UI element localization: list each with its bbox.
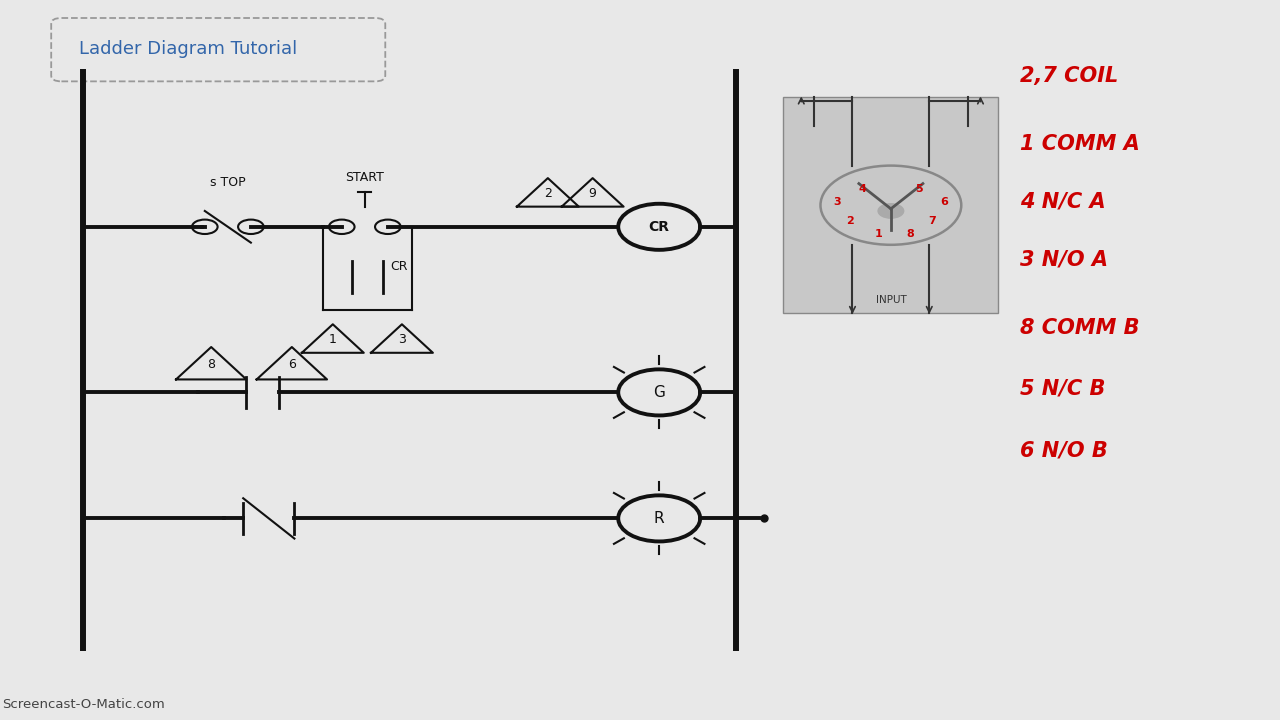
Text: 5 N/C B: 5 N/C B xyxy=(1020,379,1106,399)
Text: 2,7 COIL: 2,7 COIL xyxy=(1020,66,1119,86)
Text: R: R xyxy=(654,511,664,526)
Text: 8 COMM B: 8 COMM B xyxy=(1020,318,1139,338)
Text: s TOP: s TOP xyxy=(210,176,246,189)
Text: Ladder Diagram Tutorial: Ladder Diagram Tutorial xyxy=(79,40,298,58)
Text: 1 COMM A: 1 COMM A xyxy=(1020,134,1140,154)
FancyBboxPatch shape xyxy=(51,18,385,81)
Text: CR: CR xyxy=(649,220,669,234)
Text: INPUT: INPUT xyxy=(876,295,906,305)
Text: START: START xyxy=(346,171,384,184)
Text: 8: 8 xyxy=(906,229,914,239)
Text: 1: 1 xyxy=(874,229,882,239)
Text: 2: 2 xyxy=(544,187,552,200)
Text: 7: 7 xyxy=(928,216,936,226)
Text: 6: 6 xyxy=(941,197,948,207)
Text: G: G xyxy=(653,385,666,400)
Text: 2: 2 xyxy=(846,216,854,226)
Text: 5: 5 xyxy=(915,184,923,194)
Text: 6: 6 xyxy=(288,359,296,372)
Text: 6 N/O B: 6 N/O B xyxy=(1020,440,1108,460)
FancyBboxPatch shape xyxy=(783,97,998,313)
Text: 4 N/C A: 4 N/C A xyxy=(1020,192,1106,212)
Text: 8: 8 xyxy=(207,359,215,372)
Text: Screencast-O-Matic.com: Screencast-O-Matic.com xyxy=(3,698,165,711)
Text: 3: 3 xyxy=(398,333,406,346)
Circle shape xyxy=(878,204,904,218)
Text: 3: 3 xyxy=(833,197,841,207)
Text: 4: 4 xyxy=(859,184,867,194)
Text: 3 N/O A: 3 N/O A xyxy=(1020,249,1108,269)
Text: 1: 1 xyxy=(329,333,337,346)
Text: CR: CR xyxy=(390,260,408,273)
Text: 9: 9 xyxy=(589,187,596,200)
